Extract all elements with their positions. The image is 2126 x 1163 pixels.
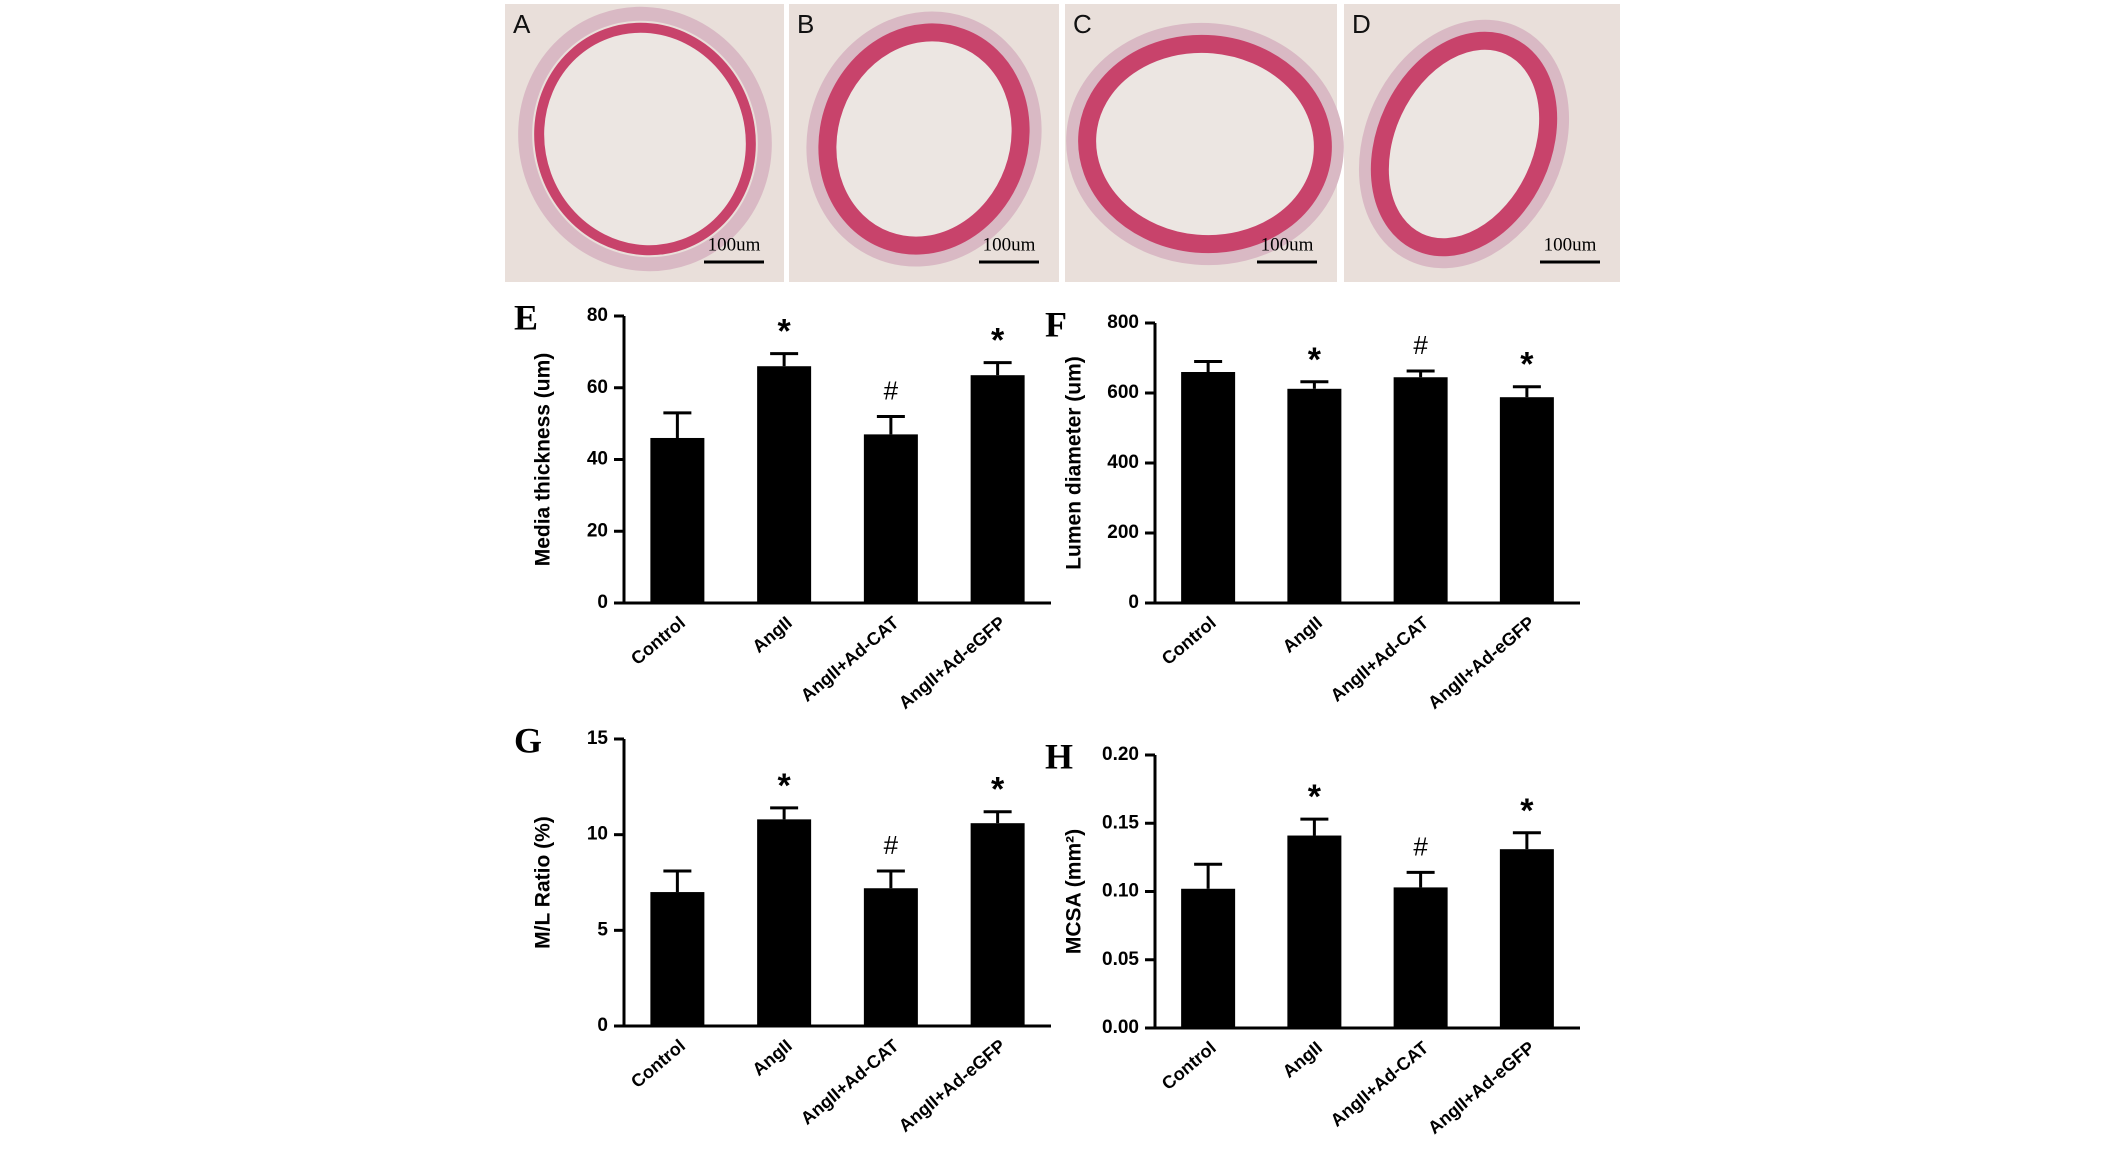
y-tick-label: 5: [597, 919, 608, 940]
bar: [970, 823, 1025, 1026]
panel-label: B: [797, 9, 814, 39]
y-axis-label: Lumen diameter (um): [1063, 356, 1086, 570]
x-tick-label: AngII+Ad-eGFP: [1424, 612, 1538, 713]
significance-mark: #: [884, 375, 899, 405]
y-tick-label: 600: [1107, 382, 1139, 403]
significance-mark: *: [991, 771, 1005, 809]
x-tick-label: Control: [1158, 1037, 1220, 1093]
y-tick-label: 0.00: [1102, 1017, 1139, 1038]
y-tick-label: 20: [587, 520, 608, 541]
bar: [650, 437, 705, 603]
significance-mark: *: [991, 322, 1005, 360]
y-tick-label: 60: [587, 377, 608, 398]
bar: [757, 819, 812, 1026]
y-tick-label: 400: [1107, 452, 1139, 473]
scale-bar-label: 100um: [983, 234, 1036, 255]
y-axis-label: Media thickness (um): [532, 353, 555, 567]
x-tick-label: AngII: [1279, 612, 1326, 656]
bar: [1393, 887, 1448, 1028]
x-tick-label: Control: [1158, 612, 1220, 668]
y-tick-label: 0: [1128, 592, 1139, 613]
x-tick-label: Control: [627, 612, 689, 668]
y-axis-label: M/L Ratio (%): [532, 816, 555, 949]
y-tick-label: 0: [597, 592, 608, 613]
bar: [757, 366, 812, 603]
significance-mark: *: [778, 767, 792, 805]
scale-bar-label: 100um: [708, 234, 761, 255]
image-panel: D 100um: [1344, 4, 1620, 282]
scale-bar-label: 100um: [1261, 234, 1314, 255]
adventitia: [1358, 19, 1570, 269]
y-tick-label: 40: [587, 449, 608, 470]
bar: [1287, 835, 1342, 1028]
x-tick-label: AngII: [748, 1035, 795, 1079]
x-tick-label: AngII+Ad-eGFP: [895, 612, 1009, 713]
significance-mark: #: [1413, 330, 1428, 360]
x-tick-label: AngII+Ad-eGFP: [895, 1035, 1009, 1136]
image-panel: A 100um: [505, 4, 784, 282]
scale-bar-label: 100um: [1544, 234, 1597, 255]
x-tick-label: AngII+Ad-CAT: [797, 1035, 903, 1128]
image-panel: B 100um: [789, 4, 1059, 282]
bar: [970, 375, 1025, 603]
significance-mark: *: [1520, 346, 1534, 384]
x-tick-label: AngII+Ad-CAT: [797, 612, 903, 705]
bar: [1181, 888, 1236, 1028]
x-tick-label: AngII: [748, 612, 795, 656]
x-tick-label: AngII+Ad-eGFP: [1424, 1037, 1538, 1138]
image-panel: C 100um: [1065, 4, 1344, 282]
x-tick-label: Control: [627, 1035, 689, 1091]
bar: [863, 888, 918, 1026]
bar: [1393, 377, 1448, 603]
y-tick-label: 0.05: [1102, 949, 1139, 970]
vessel-wall: [818, 23, 1030, 255]
y-tick-label: 0.10: [1102, 881, 1139, 902]
y-tick-label: 0: [597, 1015, 608, 1036]
x-tick-label: AngII: [1279, 1037, 1326, 1081]
bar: [863, 434, 918, 603]
bar: [1499, 397, 1554, 603]
y-tick-label: 10: [587, 824, 608, 845]
vessel-wall: [1370, 31, 1558, 257]
panel-label: C: [1073, 9, 1092, 39]
significance-mark: #: [884, 830, 899, 860]
vessel-wall: [534, 22, 756, 256]
significance-mark: *: [1308, 778, 1322, 816]
panel-label: F: [1045, 304, 1067, 344]
adventitia: [518, 6, 772, 272]
adventitia: [806, 11, 1042, 267]
y-tick-label: 15: [587, 728, 609, 749]
significance-mark: #: [1413, 831, 1428, 861]
significance-mark: *: [1308, 341, 1322, 379]
panel-label: D: [1352, 9, 1371, 39]
y-tick-label: 200: [1107, 522, 1139, 543]
x-tick-label: AngII+Ad-CAT: [1327, 1037, 1433, 1130]
panel-label: H: [1045, 736, 1073, 776]
y-tick-label: 80: [587, 305, 608, 326]
x-tick-label: AngII+Ad-CAT: [1327, 612, 1433, 705]
bar: [650, 892, 705, 1026]
y-tick-label: 800: [1107, 312, 1139, 333]
vessel-wall: [1078, 34, 1332, 254]
bar: [1499, 849, 1554, 1028]
bar: [1287, 388, 1342, 603]
panel-label: A: [513, 9, 531, 39]
significance-mark: *: [1520, 792, 1534, 830]
panel-label: E: [514, 297, 538, 337]
bar: [1181, 372, 1236, 603]
significance-mark: *: [778, 313, 792, 351]
y-axis-label: MCSA (mm²): [1063, 829, 1086, 954]
panel-label: G: [514, 720, 542, 760]
y-tick-label: 0.15: [1102, 812, 1139, 833]
y-tick-label: 0.20: [1102, 744, 1139, 765]
adventitia: [1066, 22, 1344, 266]
